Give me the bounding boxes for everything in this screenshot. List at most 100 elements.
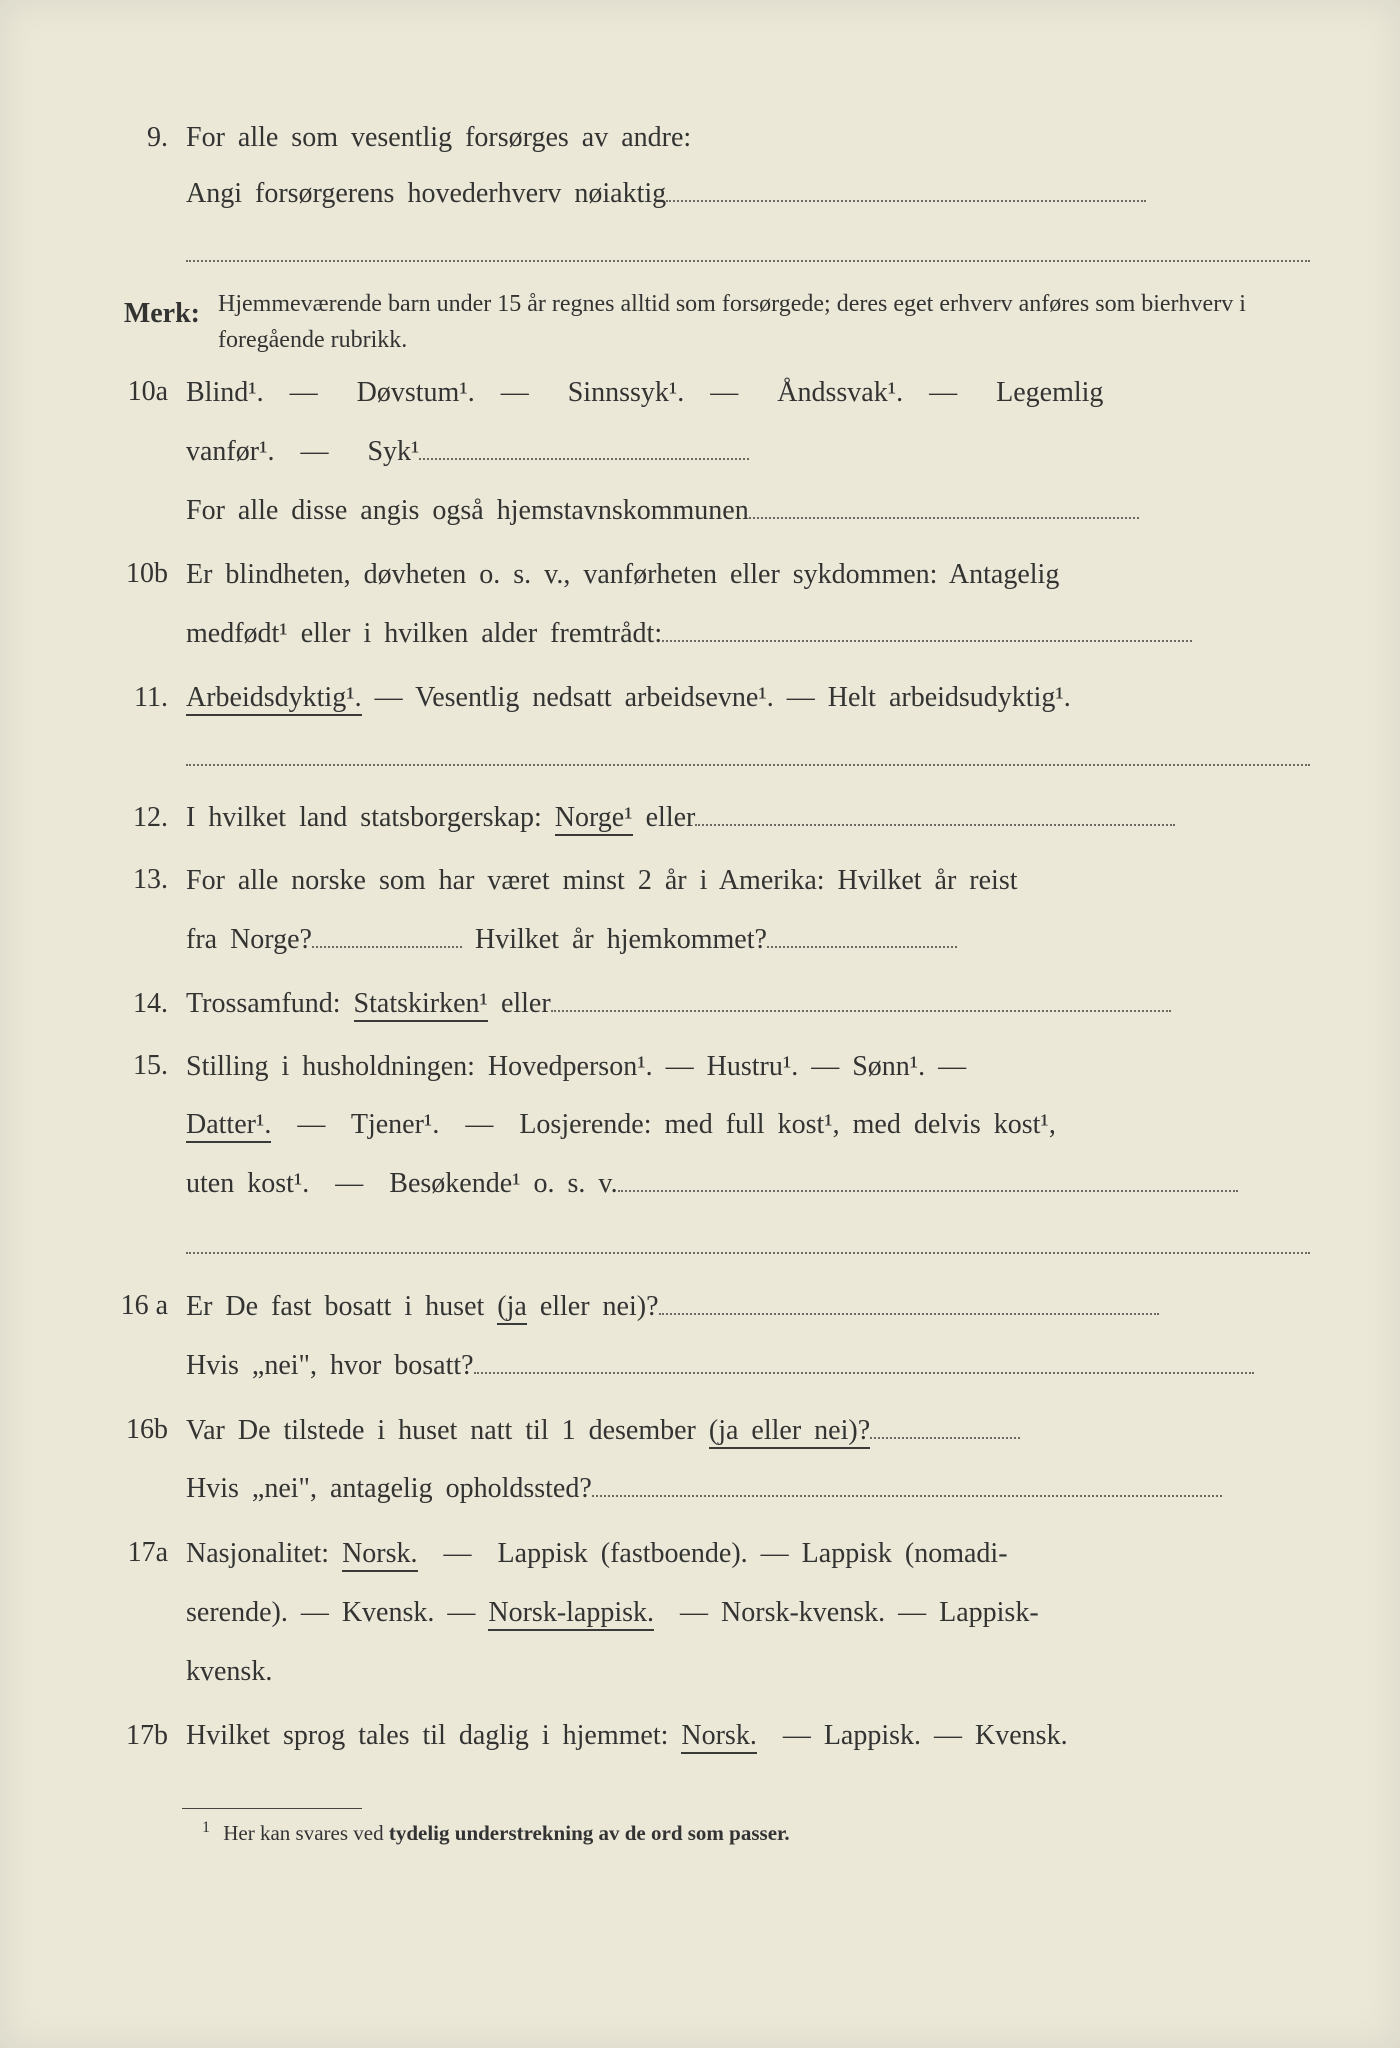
q17a-line3: kvensk. (186, 1643, 1310, 1702)
fill-line[interactable] (695, 800, 1175, 826)
q10b-number: 10b (90, 546, 186, 664)
q17b-body: Hvilket sprog tales til daglig i hjemmet… (186, 1708, 1310, 1764)
q14-answer: Statskirken¹ (354, 988, 488, 1022)
q11-opt2: Vesentlig nedsatt arbeidsevne¹. (415, 682, 774, 713)
q17a-l2-ans: Norsk-lappisk. (488, 1597, 654, 1631)
fill-line[interactable] (870, 1413, 1020, 1439)
q13-p2a: fra Norge? (186, 924, 312, 955)
q16a-line1a: Er De fast bosatt i huset (186, 1291, 484, 1322)
q14-prefix: Trossamfund: (186, 988, 341, 1019)
footnote-text-b: tydelig understrekning av de ord som pas… (389, 1821, 790, 1845)
q16b-line2-text: Hvis „nei", antagelig opholdssted? (186, 1473, 592, 1504)
q16b-number: 16b (90, 1402, 186, 1520)
q15-line3: uten kost¹. — Besøkende¹ o. s. v. (186, 1155, 1310, 1214)
q15-tjener: Tjener¹. (351, 1109, 439, 1140)
q16a-line2-text: Hvis „nei", hvor bosatt? (186, 1350, 474, 1381)
opt-andssvak: Åndssvak¹. (777, 377, 903, 408)
fill-line[interactable] (592, 1472, 1222, 1498)
q17a-l2a: serende). — Kvensk. — (186, 1597, 475, 1628)
question-14: 14. Trossamfund: Statskirken¹ eller (90, 976, 1310, 1032)
q16a-body: Er De fast bosatt i huset (ja eller nei)… (186, 1278, 1310, 1396)
q17a-ans: Norsk. (342, 1538, 417, 1572)
question-16a: 16 a Er De fast bosatt i huset (ja eller… (90, 1278, 1310, 1396)
question-9: 9. For alle som vesentlig forsørges av a… (90, 110, 1310, 222)
opt-syk: Syk¹ (367, 436, 419, 467)
opt-dovstum: Døvstum¹. (357, 377, 475, 408)
opt-legemlig: Legemlig (996, 377, 1103, 408)
fill-line[interactable] (659, 1289, 1159, 1315)
q16b-line1a: Var De tilstede i huset natt til 1 desem… (186, 1415, 696, 1446)
q16b-line1: Var De tilstede i huset natt til 1 desem… (186, 1402, 1310, 1461)
q16a-number: 16 a (90, 1278, 186, 1396)
q15-utenkost: uten kost¹. (186, 1168, 309, 1199)
fill-line[interactable] (551, 986, 1171, 1012)
q17b-rest: — Lappisk. — Kvensk. (783, 1720, 1068, 1751)
fill-line[interactable] (419, 434, 749, 460)
q12-answer: Norge¹ (555, 802, 633, 836)
merk-text: Hjemmeværende barn under 15 år regnes al… (218, 286, 1310, 358)
q17a-line2: serende). — Kvensk. — Norsk-lappisk. — N… (186, 1584, 1310, 1643)
q13-line1: For alle norske som har været minst 2 år… (186, 852, 1310, 911)
q10b-line2-text: medfødt¹ eller i hvilken alder fremtrådt… (186, 618, 662, 649)
fill-line[interactable] (312, 922, 462, 948)
footnote-text-a: Her kan svares ved (223, 1821, 389, 1845)
q16a-line2: Hvis „nei", hvor bosatt? (186, 1337, 1310, 1396)
q10b-line2: medfødt¹ eller i hvilken alder fremtrådt… (186, 605, 1310, 664)
question-15: 15. Stilling i husholdningen: Hovedperso… (90, 1038, 1310, 1214)
q12-number: 12. (90, 790, 186, 846)
q10a-line1: Blind¹. — Døvstum¹. — Sinnssyk¹. — Åndss… (186, 364, 1310, 423)
q11-opt3: Helt arbeidsudyktig¹. (828, 682, 1071, 713)
q10a-line3-text: For alle disse angis også hjemstavnskomm… (186, 495, 749, 526)
q10b-body: Er blindheten, døvheten o. s. v., vanfør… (186, 546, 1310, 664)
fill-line[interactable] (749, 493, 1139, 519)
q15-datter: Datter¹. (186, 1109, 271, 1143)
q12-suffix: eller (646, 802, 696, 833)
q13-number: 13. (90, 852, 186, 970)
q9-body: For alle som vesentlig forsørges av andr… (186, 110, 1310, 222)
q17b-number: 17b (90, 1708, 186, 1764)
q9-line1: For alle som vesentlig forsørges av andr… (186, 110, 1310, 166)
fill-line-full[interactable] (186, 736, 1310, 766)
q17b-ans: Norsk. (681, 1720, 756, 1754)
q17a-pre: Nasjonalitet: (186, 1538, 329, 1569)
question-13: 13. For alle norske som har været minst … (90, 852, 1310, 970)
q10b-line1: Er blindheten, døvheten o. s. v., vanfør… (186, 546, 1310, 605)
q12-body: I hvilket land statsborgerskap: Norge¹ e… (186, 790, 1310, 846)
fill-line-full[interactable] (186, 232, 1310, 262)
fill-line-full[interactable] (186, 1224, 1310, 1254)
q13-p2b: Hvilket år hjemkommet? (475, 924, 767, 955)
question-11: 11. Arbeidsdyktig¹. — Vesentlig nedsatt … (90, 670, 1310, 726)
q9-line2: Angi forsørgerens hovederhverv nøiaktig (186, 166, 1310, 222)
q16b-paren: (ja eller nei)? (709, 1415, 870, 1449)
q14-number: 14. (90, 976, 186, 1032)
q14-body: Trossamfund: Statskirken¹ eller (186, 976, 1310, 1032)
q16a-line1b: eller nei)? (540, 1291, 659, 1322)
question-12: 12. I hvilket land statsborgerskap: Norg… (90, 790, 1310, 846)
q16a-ja: (ja (497, 1291, 527, 1325)
merk-label: Merk: (90, 286, 218, 358)
footnote-num: 1 (202, 1819, 210, 1836)
q15-losjerende: Losjerende: med full kost¹, med delvis k… (519, 1109, 1056, 1140)
q16b-body: Var De tilstede i huset natt til 1 desem… (186, 1402, 1310, 1520)
fill-line[interactable] (474, 1348, 1254, 1374)
q15-body: Stilling i husholdningen: Hovedperson¹. … (186, 1038, 1310, 1214)
fill-line[interactable] (666, 176, 1146, 202)
q17a-rest1: Lappisk (fastboende). — Lappisk (nomadi- (498, 1538, 1008, 1569)
q17b-pre: Hvilket sprog tales til daglig i hjemmet… (186, 1720, 668, 1751)
question-10a: 10a Blind¹. — Døvstum¹. — Sinnssyk¹. — Å… (90, 364, 1310, 540)
opt-blind: Blind¹. (186, 377, 264, 408)
q13-body: For alle norske som har været minst 2 år… (186, 852, 1310, 970)
fill-line[interactable] (767, 922, 957, 948)
q11-number: 11. (90, 670, 186, 726)
census-form-page: 9. For alle som vesentlig forsørges av a… (0, 0, 1400, 2048)
fill-line[interactable] (618, 1166, 1238, 1192)
q16b-line2: Hvis „nei", antagelig opholdssted? (186, 1460, 1310, 1519)
q9-line2-text: Angi forsørgerens hovederhverv nøiaktig (186, 178, 666, 209)
question-10b: 10b Er blindheten, døvheten o. s. v., va… (90, 546, 1310, 664)
q12-prefix: I hvilket land statsborgerskap: (186, 802, 542, 833)
fill-line[interactable] (662, 616, 1192, 642)
q16a-line1: Er De fast bosatt i huset (ja eller nei)… (186, 1278, 1310, 1337)
q13-line2: fra Norge? Hvilket år hjemkommet? (186, 911, 1310, 970)
q14-suffix: eller (501, 988, 551, 1019)
question-17b: 17b Hvilket sprog tales til daglig i hje… (90, 1708, 1310, 1764)
